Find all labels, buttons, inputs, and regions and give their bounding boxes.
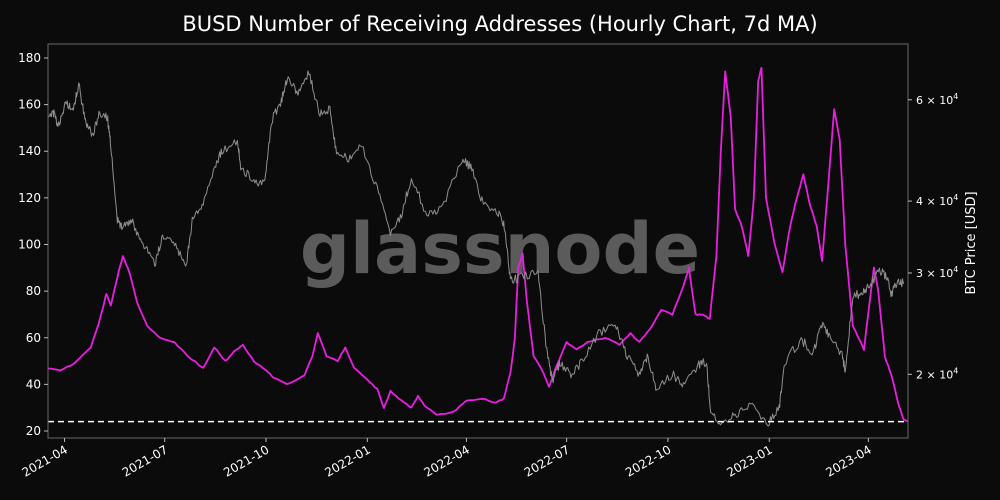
y-right-tick-label: 4 × 104 (916, 193, 958, 208)
y-left-tick-label: 20 (26, 424, 41, 438)
y-left-tick-label: 100 (18, 237, 41, 251)
x-tick-label: 2021-04 (20, 442, 70, 479)
y-left-tick-label: 120 (18, 191, 41, 205)
y-left-tick-label: 160 (18, 98, 41, 112)
right-axis-label: BTC Price [USD] (964, 191, 979, 294)
y-left-tick-label: 180 (18, 51, 41, 65)
x-tick-label: 2022-07 (522, 442, 572, 479)
x-tick-label: 2022-04 (422, 442, 472, 479)
receiving-addresses-line (48, 66, 909, 423)
y-right-tick-label: 2 × 104 (916, 366, 958, 381)
x-tick-label: 2022-01 (322, 442, 372, 479)
plot-frame (47, 43, 909, 439)
x-tick-label: 2021-07 (120, 442, 170, 479)
y-right-tick-label: 3 × 104 (916, 265, 958, 280)
y-left-tick-label: 60 (26, 331, 41, 345)
x-tick-label: 2021-10 (221, 442, 271, 479)
y-left-tick-label: 80 (26, 284, 41, 298)
y-left-tick-label: 140 (18, 144, 41, 158)
x-tick-label: 2023-04 (823, 442, 873, 479)
y-right-tick-label: 6 × 104 (916, 92, 958, 107)
x-tick-label: 2023-01 (724, 442, 774, 479)
y-left-tick-label: 40 (26, 377, 41, 391)
chart-title: BUSD Number of Receiving Addresses (Hour… (182, 12, 818, 36)
x-tick-label: 2022-10 (623, 442, 673, 479)
btc-price-line (47, 70, 905, 427)
watermark: glassnode (300, 208, 700, 290)
